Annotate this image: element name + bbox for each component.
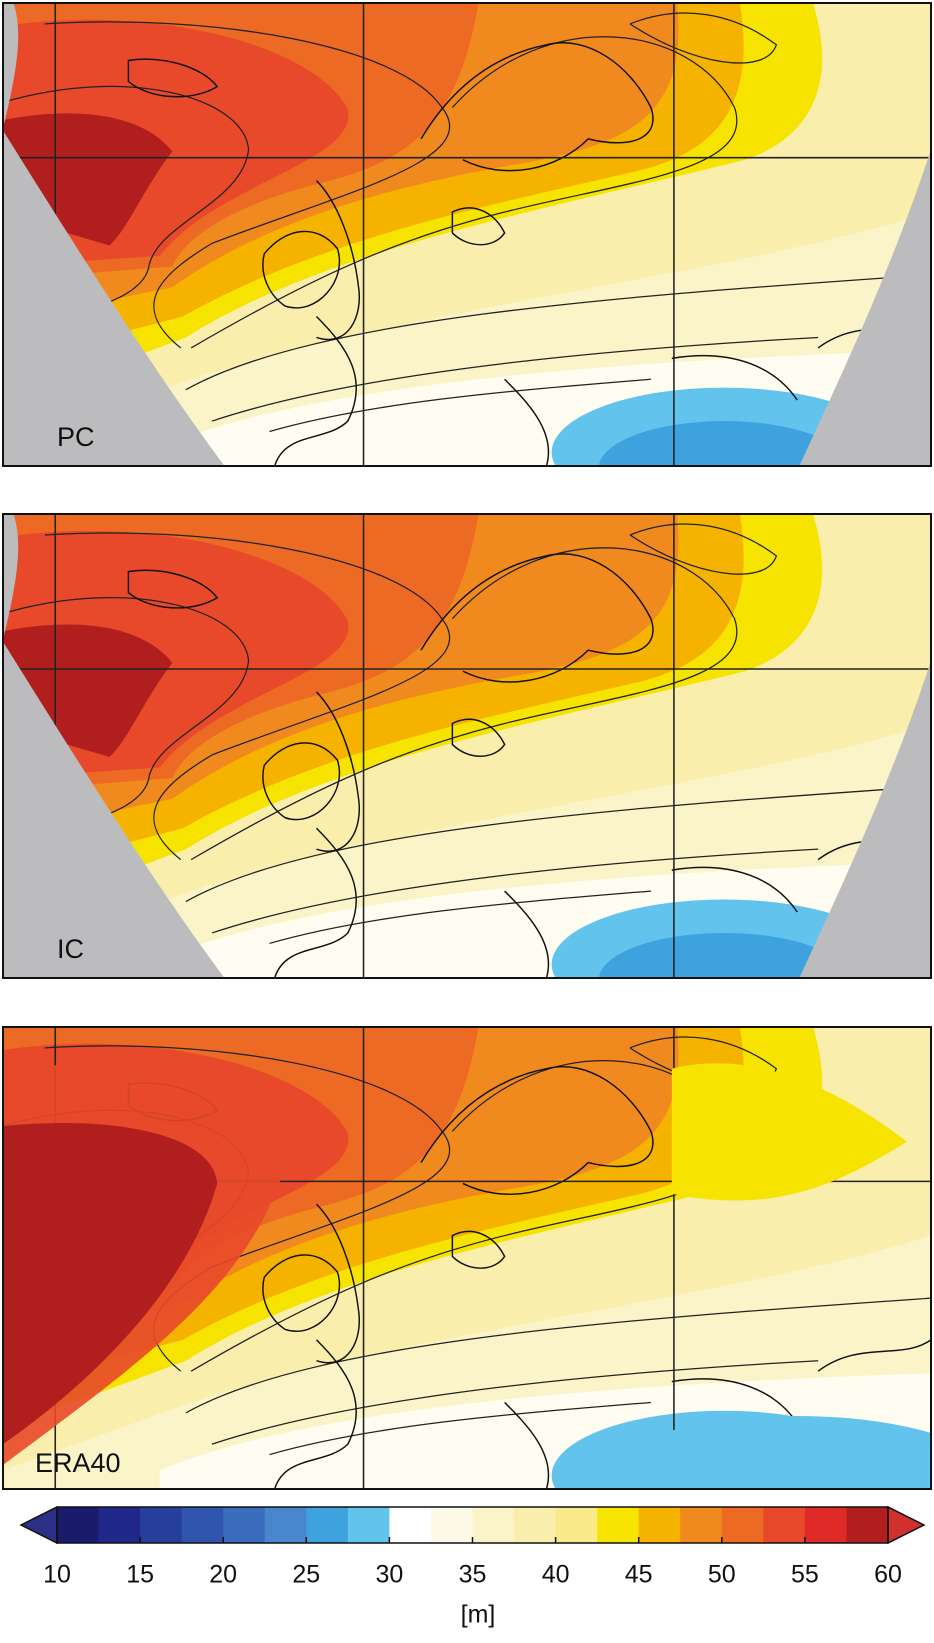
color-level [57,1507,100,1543]
panel-label: ERA40 [35,1448,121,1478]
color-level [597,1507,640,1543]
color-level [555,1507,598,1543]
color-level [804,1507,847,1543]
color-level [763,1507,806,1543]
color-level [98,1507,141,1543]
color-level [347,1507,390,1543]
tick-label: 20 [209,1561,237,1589]
colorbar: 10 15 20 25 30 35 40 45 50 55 60 [19,1505,926,1589]
map-panel: IC [2,513,932,979]
tick-label: 60 [874,1561,902,1589]
map-panel: PC [2,2,932,467]
color-level [472,1507,515,1543]
tick-label: 30 [375,1561,403,1589]
color-level [140,1507,183,1543]
tick-label: 40 [542,1561,570,1589]
tick-label: 35 [459,1561,487,1589]
tick-label: 25 [292,1561,320,1589]
tick-label: 15 [126,1561,154,1589]
color-level [430,1507,473,1543]
color-level [264,1507,307,1543]
over-arrow [887,1505,926,1545]
tick-label: 45 [625,1561,653,1589]
color-level [721,1507,764,1543]
color-level [514,1507,557,1543]
tick-label: 10 [43,1561,71,1589]
panel-label: IC [57,934,84,964]
colorbar-label: [m] [461,1601,496,1629]
color-level [638,1507,681,1543]
color-level [680,1507,723,1543]
tick-label: 50 [708,1561,736,1589]
color-level [223,1507,266,1543]
tick-label: 55 [791,1561,819,1589]
under-arrow [19,1505,58,1545]
color-level [846,1507,889,1543]
color-level [389,1507,432,1543]
color-level [306,1507,349,1543]
panel-label: PC [57,422,95,452]
map-panel: ERA40 [2,1026,932,1490]
color-level [181,1507,224,1543]
